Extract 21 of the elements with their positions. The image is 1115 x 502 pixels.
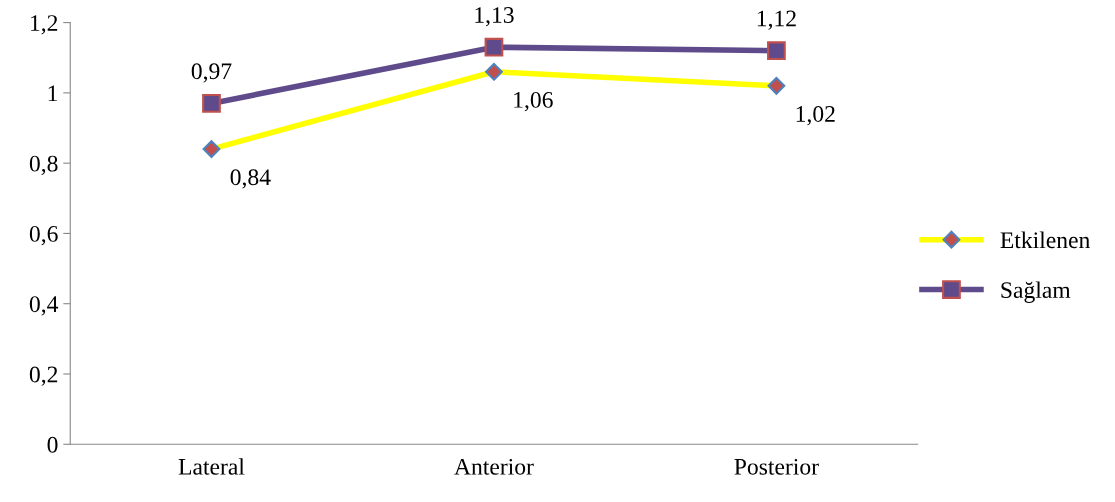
data-label: 1,02 (796, 105, 835, 126)
point (767, 41, 786, 61)
data-label: 1,13 (475, 7, 514, 27)
data-label: 1,12 (757, 10, 796, 30)
y-tick-label: 0,2 (29, 366, 58, 386)
y-tick-label: 0,8 (29, 155, 58, 175)
y-tick-label: 1 (48, 85, 58, 102)
y-tick-label: 1,2 (31, 15, 58, 35)
data-label: 0,97 (191, 63, 232, 83)
x-tick-label: Anterior (454, 458, 534, 475)
y-tick-label: 0 (47, 436, 58, 453)
point (202, 94, 221, 113)
data-label: 0,84 (230, 169, 271, 189)
legend-label: Etkilenen (1000, 231, 1090, 249)
x-tick-label: Posterior (734, 458, 819, 475)
data-label: 1,06 (514, 91, 553, 112)
y-tick-label: 0,6 (29, 225, 58, 246)
point (484, 37, 504, 57)
legend-label: Sağlam (1001, 281, 1071, 303)
x-tick-label: Lateral (178, 458, 245, 475)
y-tick-label: 0,4 (29, 296, 59, 316)
